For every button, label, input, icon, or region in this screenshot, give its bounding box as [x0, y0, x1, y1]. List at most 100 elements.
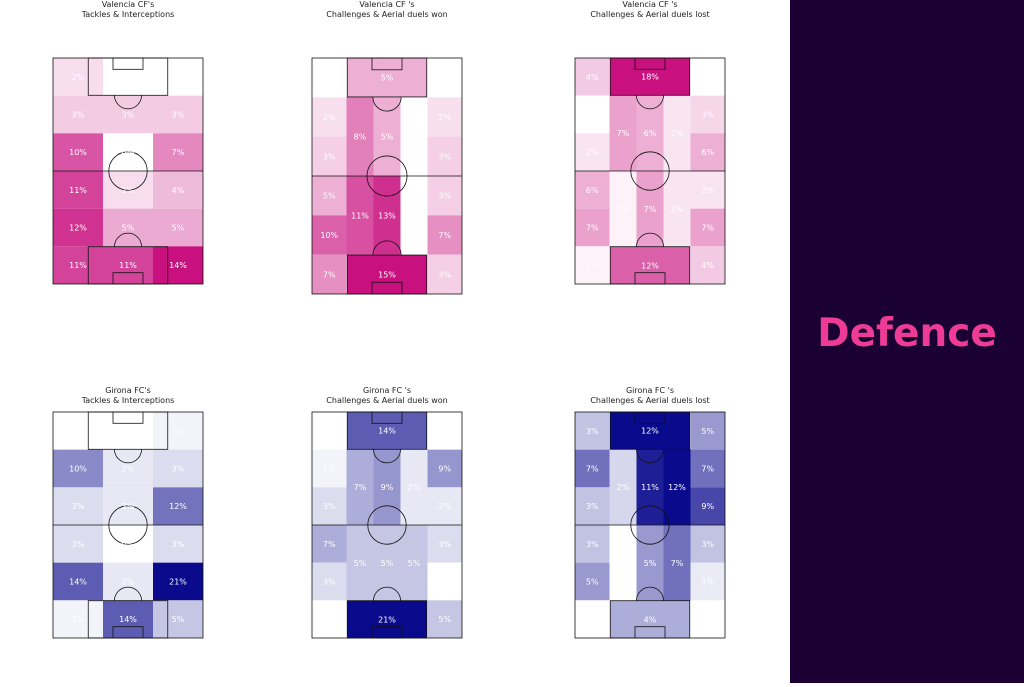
cell-label: 0% — [122, 427, 135, 436]
heatmap-cell — [312, 525, 347, 563]
top-six-yard-box — [634, 411, 666, 424]
center-circle — [108, 505, 148, 545]
heatmap-cell — [153, 600, 203, 638]
heatmap-cell — [575, 58, 610, 96]
cell-label: 13% — [378, 212, 396, 221]
heatmap-cell — [400, 176, 428, 256]
cell-label: 4% — [701, 261, 714, 270]
cell-label: 4% — [172, 186, 185, 195]
top-penalty-arc — [636, 95, 664, 110]
heatmap-cell — [690, 95, 725, 134]
cell-label: 7% — [617, 129, 630, 138]
cell-label: 7% — [701, 224, 714, 233]
chart-title: Girona FC's — [105, 386, 151, 395]
cell-label: 7% — [354, 483, 367, 492]
heatmap-cell — [690, 208, 725, 247]
cell-label: 7% — [644, 205, 657, 214]
cell-label: 5% — [172, 224, 185, 233]
heatmap-cell — [575, 525, 610, 563]
heatmap-cell — [636, 449, 664, 525]
heatmap-cell — [312, 97, 347, 137]
cell-label: 18% — [641, 73, 659, 82]
heatmap-cell — [53, 525, 103, 563]
heatmap-cell — [663, 171, 691, 247]
heatmap-cell — [575, 133, 610, 171]
cell-label: 3% — [438, 270, 451, 279]
cell-label: 0% — [122, 148, 135, 157]
heatmap-cell — [53, 95, 103, 134]
heatmap-cell — [153, 412, 203, 450]
heatmap-cell — [690, 487, 725, 525]
heatmap-cell — [153, 95, 203, 134]
chart-title: Valencia CF 's — [622, 0, 677, 9]
cell-label: 3% — [72, 111, 85, 120]
cell-label: 5% — [644, 559, 657, 568]
cell-label: 3% — [323, 578, 336, 587]
cell-label: 3% — [701, 540, 714, 549]
heatmap-cell — [53, 246, 103, 284]
chart-subtitle: Challenges & Aerial duels won — [326, 10, 447, 19]
heatmap-cell — [636, 95, 664, 171]
cell-label: 7% — [586, 224, 599, 233]
chart-title: Girona FC 's — [363, 386, 411, 395]
cell-label: 11% — [119, 261, 137, 270]
top-six-yard-box — [371, 411, 403, 424]
center-circle — [630, 151, 670, 191]
cell-label: 3% — [323, 152, 336, 161]
cell-label: 2% — [408, 483, 421, 492]
bottom-penalty-arc — [372, 240, 402, 256]
heatmap-cell — [103, 58, 153, 96]
heatmap-cell — [153, 562, 203, 601]
cell-label: 7% — [586, 465, 599, 474]
cell-label: 14% — [378, 427, 396, 436]
heatmap-cell — [103, 600, 153, 638]
cell-label: 5% — [701, 427, 714, 436]
heatmap-cell — [103, 208, 153, 247]
cell-label: 0% — [438, 74, 451, 83]
heatmap-cell — [347, 255, 427, 294]
chart-subtitle: Tackles & Interceptions — [81, 10, 175, 19]
heatmap-cell — [400, 449, 428, 525]
heatmap-cell — [663, 95, 691, 171]
heatmap-cell — [636, 171, 664, 247]
cell-label: 0% — [586, 615, 599, 624]
cell-label: 1% — [72, 615, 85, 624]
cell-label: 5% — [586, 578, 599, 587]
heatmap-cell — [373, 525, 401, 601]
cell-label: 0% — [438, 427, 451, 436]
cell-label: 0% — [323, 427, 336, 436]
heatmap-cell — [427, 97, 462, 137]
heatmap-cell — [312, 176, 347, 216]
center-circle — [367, 505, 407, 545]
heatmap-cell — [346, 96, 374, 176]
cell-label: 3% — [586, 540, 599, 549]
cell-label: 12% — [668, 483, 686, 492]
cell-label: 3% — [701, 111, 714, 120]
cell-label: 0% — [122, 540, 135, 549]
top-penalty-arc — [636, 449, 664, 464]
bottom-six-yard-box — [634, 626, 666, 639]
cell-label: 5% — [354, 559, 367, 568]
center-circle — [108, 151, 148, 191]
bottom-six-yard-box — [112, 626, 144, 639]
heatmap-cell — [373, 96, 401, 176]
heatmap-cell — [690, 412, 725, 450]
heatmap-cell — [609, 95, 637, 171]
cell-label: 3% — [323, 502, 336, 511]
cell-label: 2% — [701, 186, 714, 195]
charts-area: Valencia CF's Tackles & Interceptions 2% 3%… — [52, 0, 726, 639]
cell-label: 9% — [381, 483, 394, 492]
heatmap-cell — [312, 412, 347, 450]
heatmap-cell — [153, 246, 203, 284]
heatmap-cell — [312, 449, 347, 488]
top-penalty-arc — [373, 449, 401, 464]
heatmap-cell — [690, 246, 725, 284]
heatmap-cell — [575, 95, 610, 134]
cell-label: 9% — [701, 502, 714, 511]
heatmap-cell — [610, 600, 690, 638]
heatmap-cell — [609, 171, 637, 247]
cell-label: 12% — [641, 261, 659, 270]
heatmap-cell — [347, 600, 427, 638]
heatmap-cell — [575, 246, 610, 284]
